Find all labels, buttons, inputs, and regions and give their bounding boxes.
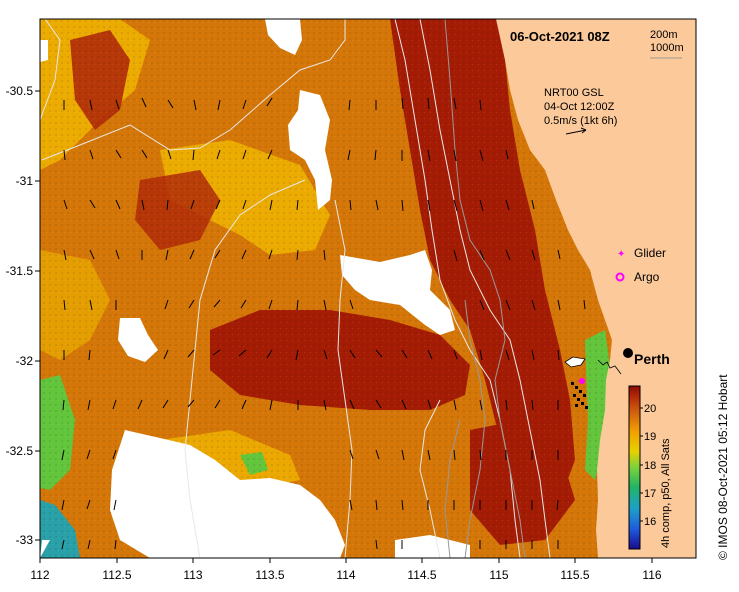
colorbar-tick-label: 19 — [644, 431, 656, 443]
coast-detail — [597, 359, 622, 375]
y-tick-label: -30.5 — [6, 84, 34, 98]
colorbar-tick-label: 16 — [644, 516, 656, 528]
colorbar-tick-label: 17 — [644, 488, 656, 500]
colorbar-tick-label: 18 — [644, 460, 656, 472]
contour-label-200m: 200m — [650, 29, 678, 41]
plot-area — [40, 19, 696, 558]
y-axis: -30.5 -31 -31.5 -32 -32.5 -33 — [6, 84, 40, 547]
source-line2: 04-Oct 12:00Z — [544, 101, 615, 113]
scale-arrow-icon — [565, 127, 587, 135]
island-outline — [564, 356, 586, 368]
argo-legend-label: Argo — [634, 270, 660, 284]
current-vectors — [61, 97, 586, 550]
x-tick-label: 115.5 — [560, 568, 589, 582]
shelf-contour — [444, 19, 526, 558]
x-tick-label: 114.5 — [407, 568, 436, 582]
plot-border — [39, 18, 697, 559]
y-tick-label: -32.5 — [6, 444, 34, 458]
source-line3: 0.5m/s (1kt 6h) — [544, 115, 617, 127]
glider-legend-label: Glider — [634, 246, 666, 260]
y-tick-label: -32 — [16, 354, 34, 368]
land-mass — [496, 19, 696, 558]
glider-symbol-icon: ✦ — [617, 249, 625, 260]
city-label: Perth — [634, 351, 670, 367]
x-tick-label: 113.5 — [255, 568, 284, 582]
glider-track — [571, 382, 588, 409]
y-tick-label: -33 — [16, 533, 34, 547]
glider-position-marker — [579, 378, 585, 384]
colorbar — [628, 385, 641, 550]
colorbar-tick-label: 20 — [644, 403, 656, 415]
city-marker-icon — [623, 348, 633, 358]
x-tick-label: 114 — [336, 568, 355, 582]
colorbar-caption: 4h comp, p50, All Sats — [660, 438, 672, 548]
x-tick-label: 113 — [183, 568, 202, 582]
source-line1: NRT00 GSL — [544, 87, 604, 99]
y-tick-label: -31 — [16, 174, 34, 188]
argo-symbol-icon — [615, 272, 625, 282]
date-label: 06-Oct-2021 08Z — [510, 29, 610, 44]
y-tick-label: -31.5 — [6, 264, 34, 278]
colorbar-ticks — [640, 407, 643, 522]
cloud-mask — [40, 19, 470, 558]
x-tick-label: 112 — [30, 568, 49, 582]
x-tick-label: 116 — [642, 568, 661, 582]
x-tick-label: 115 — [489, 568, 508, 582]
contour-label-1000m: 1000m — [650, 42, 684, 54]
credit-text: © IMOS 08-Oct-2021 05:12 Hobart — [716, 374, 730, 560]
x-tick-label: 112.5 — [102, 568, 131, 582]
x-axis: 112 112.5 113 113.5 114 114.5 115 115.5 … — [30, 558, 662, 582]
bathymetry-contours — [40, 19, 551, 558]
